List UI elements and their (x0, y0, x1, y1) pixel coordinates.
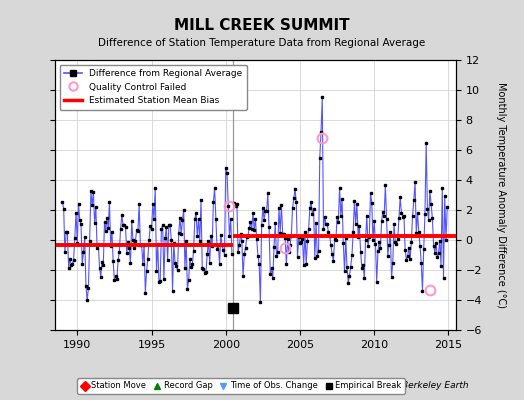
Y-axis label: Monthly Temperature Anomaly Difference (°C): Monthly Temperature Anomaly Difference (… (496, 82, 506, 308)
Text: Difference of Station Temperature Data from Regional Average: Difference of Station Temperature Data f… (99, 38, 425, 48)
Legend: Station Move, Record Gap, Time of Obs. Change, Empirical Break: Station Move, Record Gap, Time of Obs. C… (77, 378, 405, 394)
Text: Berkeley Earth: Berkeley Earth (402, 381, 469, 390)
Text: MILL CREEK SUMMIT: MILL CREEK SUMMIT (174, 18, 350, 34)
Legend: Difference from Regional Average, Quality Control Failed, Estimated Station Mean: Difference from Regional Average, Qualit… (60, 64, 247, 110)
